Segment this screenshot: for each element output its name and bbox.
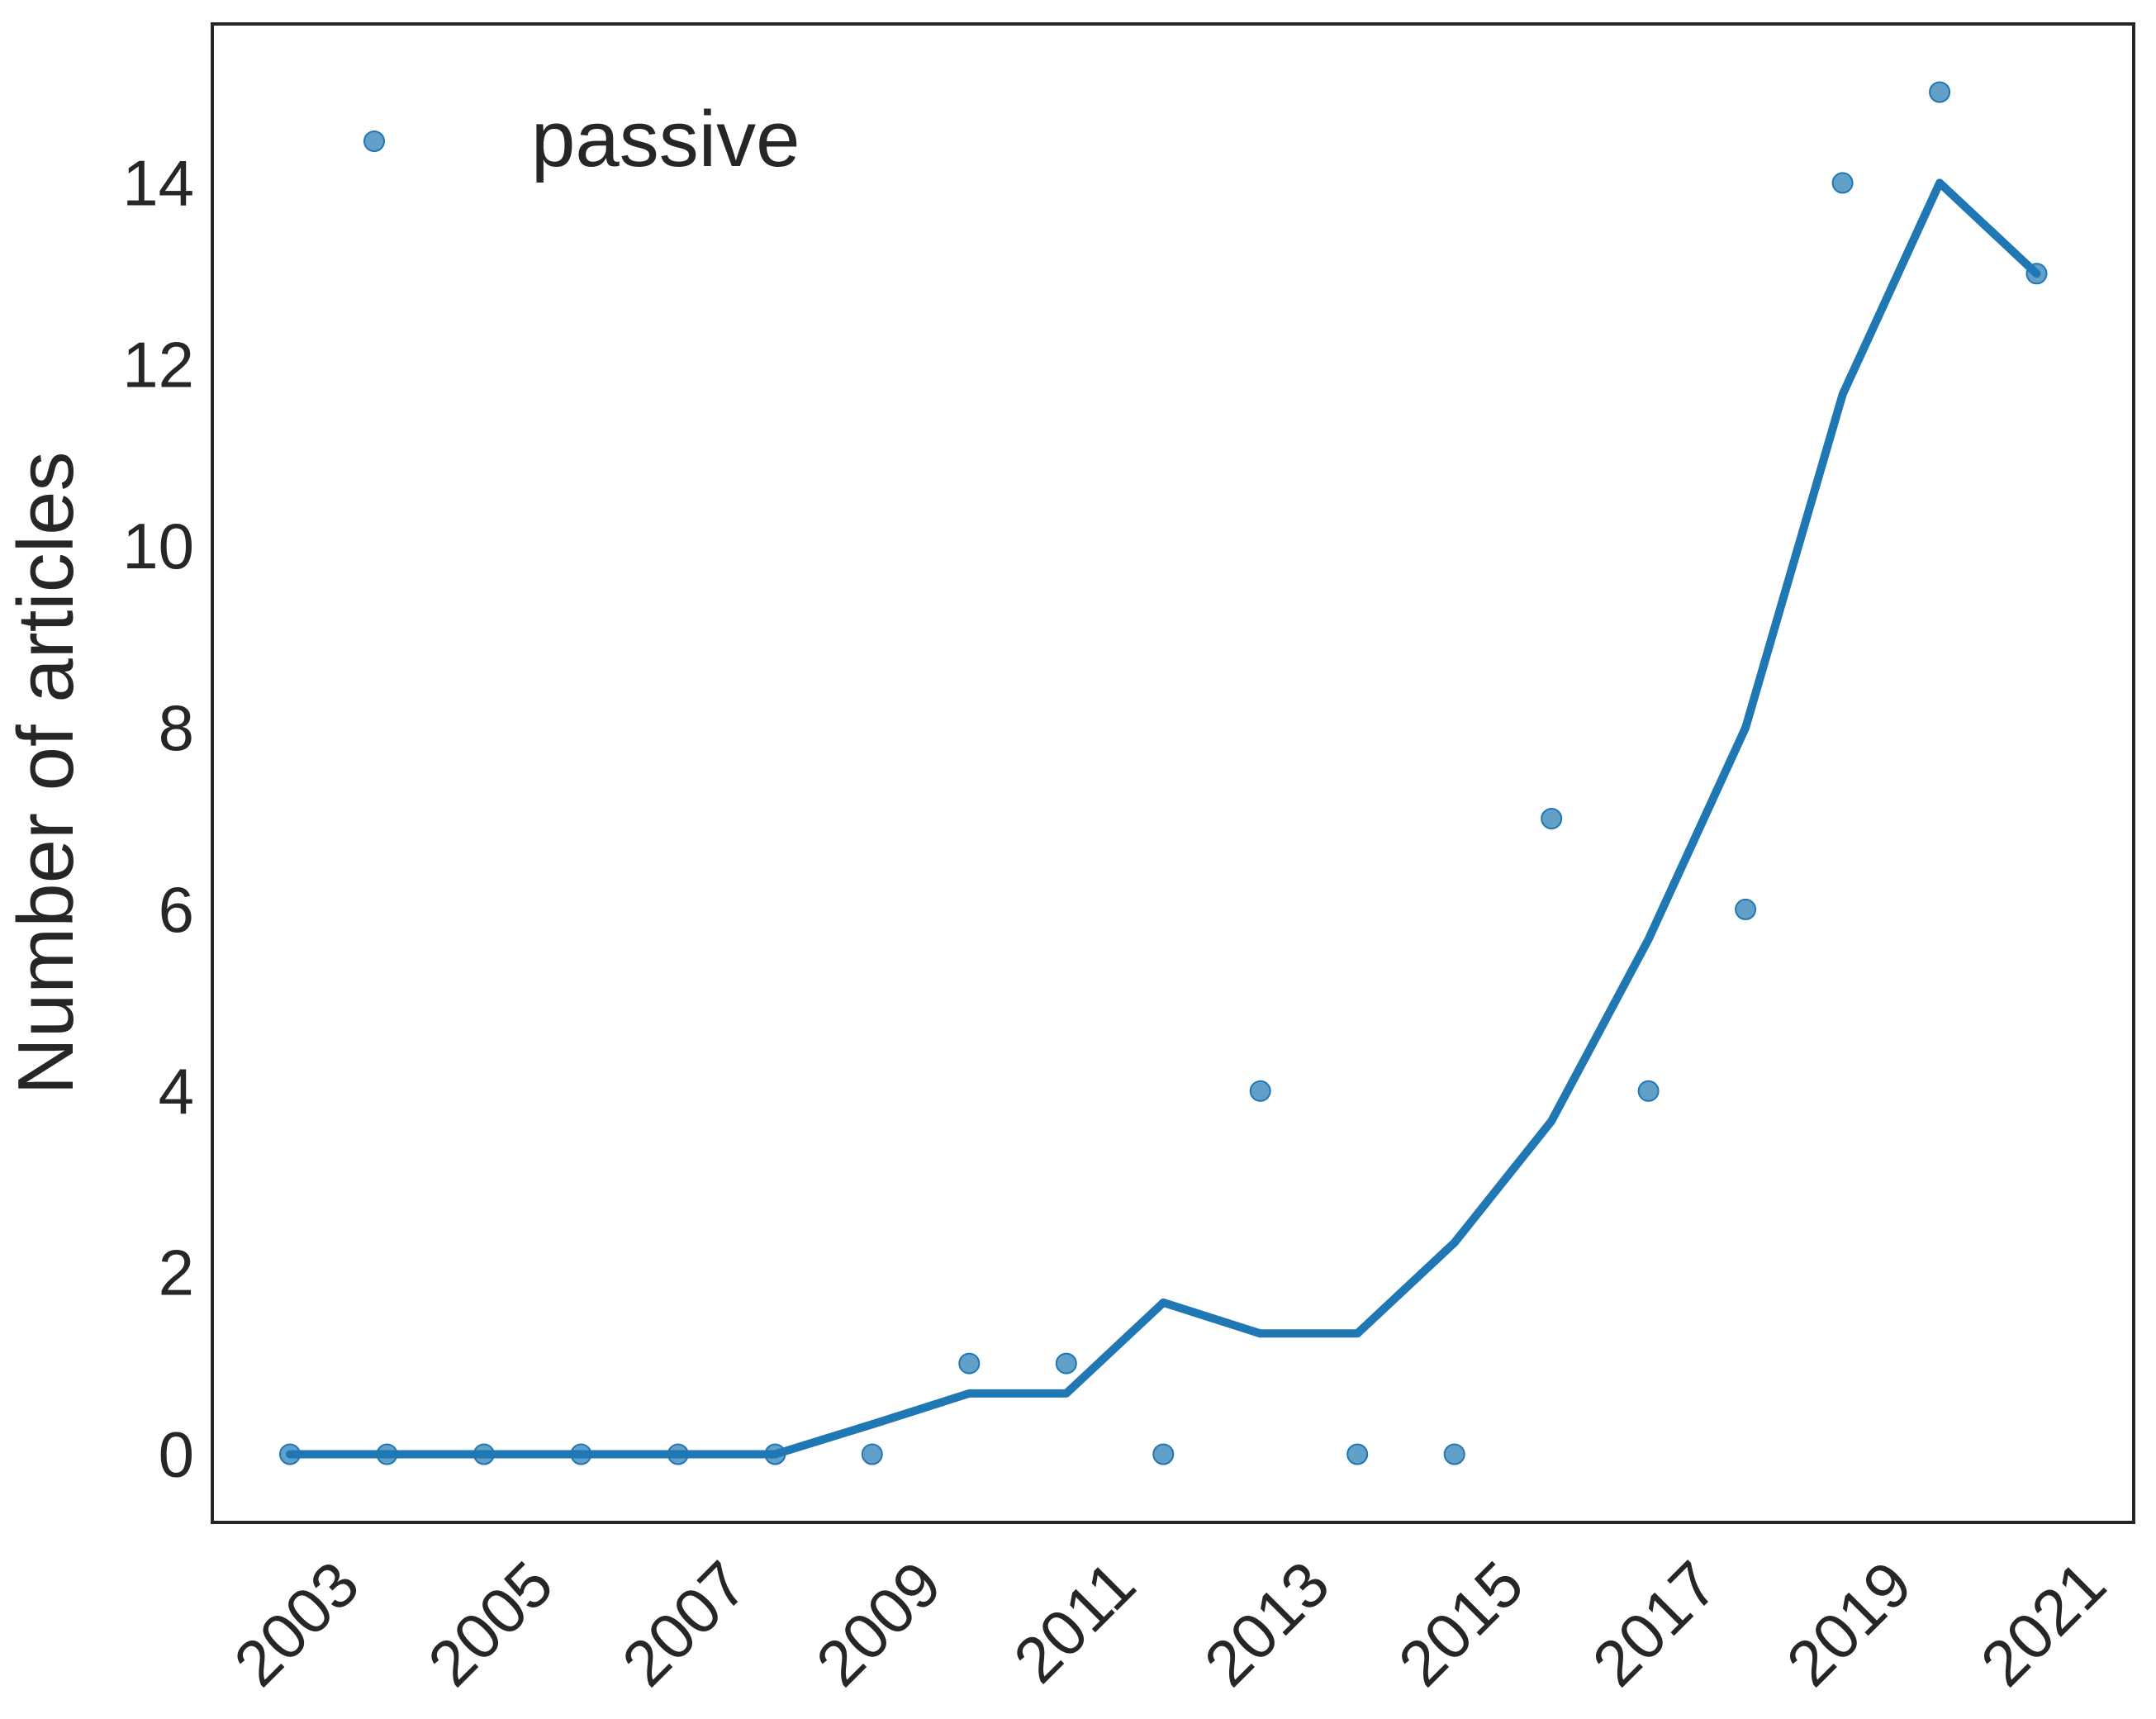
data-point-passive-2019 [1831, 172, 1854, 194]
y-tick-label-0: 0 [159, 1418, 194, 1491]
data-point-passive-2008 [764, 1443, 786, 1465]
data-point-passive-2014 [1346, 1443, 1369, 1465]
legend-marker-passive [363, 131, 385, 152]
y-tick-label-14: 14 [122, 146, 194, 219]
y-tick-label-2: 2 [159, 1237, 194, 1309]
y-axis-title: Number of articles [2, 452, 90, 1095]
data-point-passive-2005 [473, 1443, 495, 1465]
data-point-passive-2007 [667, 1443, 689, 1465]
data-point-passive-2016 [1541, 808, 1563, 829]
y-tick-label-8: 8 [159, 691, 194, 764]
data-point-passive-2012 [1152, 1443, 1175, 1465]
data-point-passive-2011 [1055, 1352, 1077, 1375]
data-point-passive-2004 [376, 1443, 398, 1465]
legend: passive [363, 95, 800, 183]
plot-frame [211, 22, 2135, 1524]
data-point-passive-2009 [861, 1443, 883, 1465]
data-point-passive-2020 [1929, 81, 1951, 103]
data-point-passive-2013 [1249, 1080, 1271, 1102]
y-tick-label-12: 12 [122, 328, 194, 401]
data-point-passive-2015 [1443, 1443, 1465, 1465]
data-point-passive-2003 [279, 1443, 301, 1465]
plot-layer [279, 81, 2048, 1465]
y-tick-label-10: 10 [122, 510, 194, 582]
y-tick-label-6: 6 [159, 873, 194, 946]
legend-label-passive: passive [531, 95, 800, 183]
y-tick-label-4: 4 [159, 1055, 194, 1128]
data-point-passive-2021 [2025, 263, 2048, 285]
data-point-passive-2010 [958, 1352, 981, 1375]
data-point-passive-2017 [1637, 1080, 1660, 1102]
data-point-passive-2018 [1735, 898, 1757, 920]
data-point-passive-2006 [570, 1443, 592, 1465]
